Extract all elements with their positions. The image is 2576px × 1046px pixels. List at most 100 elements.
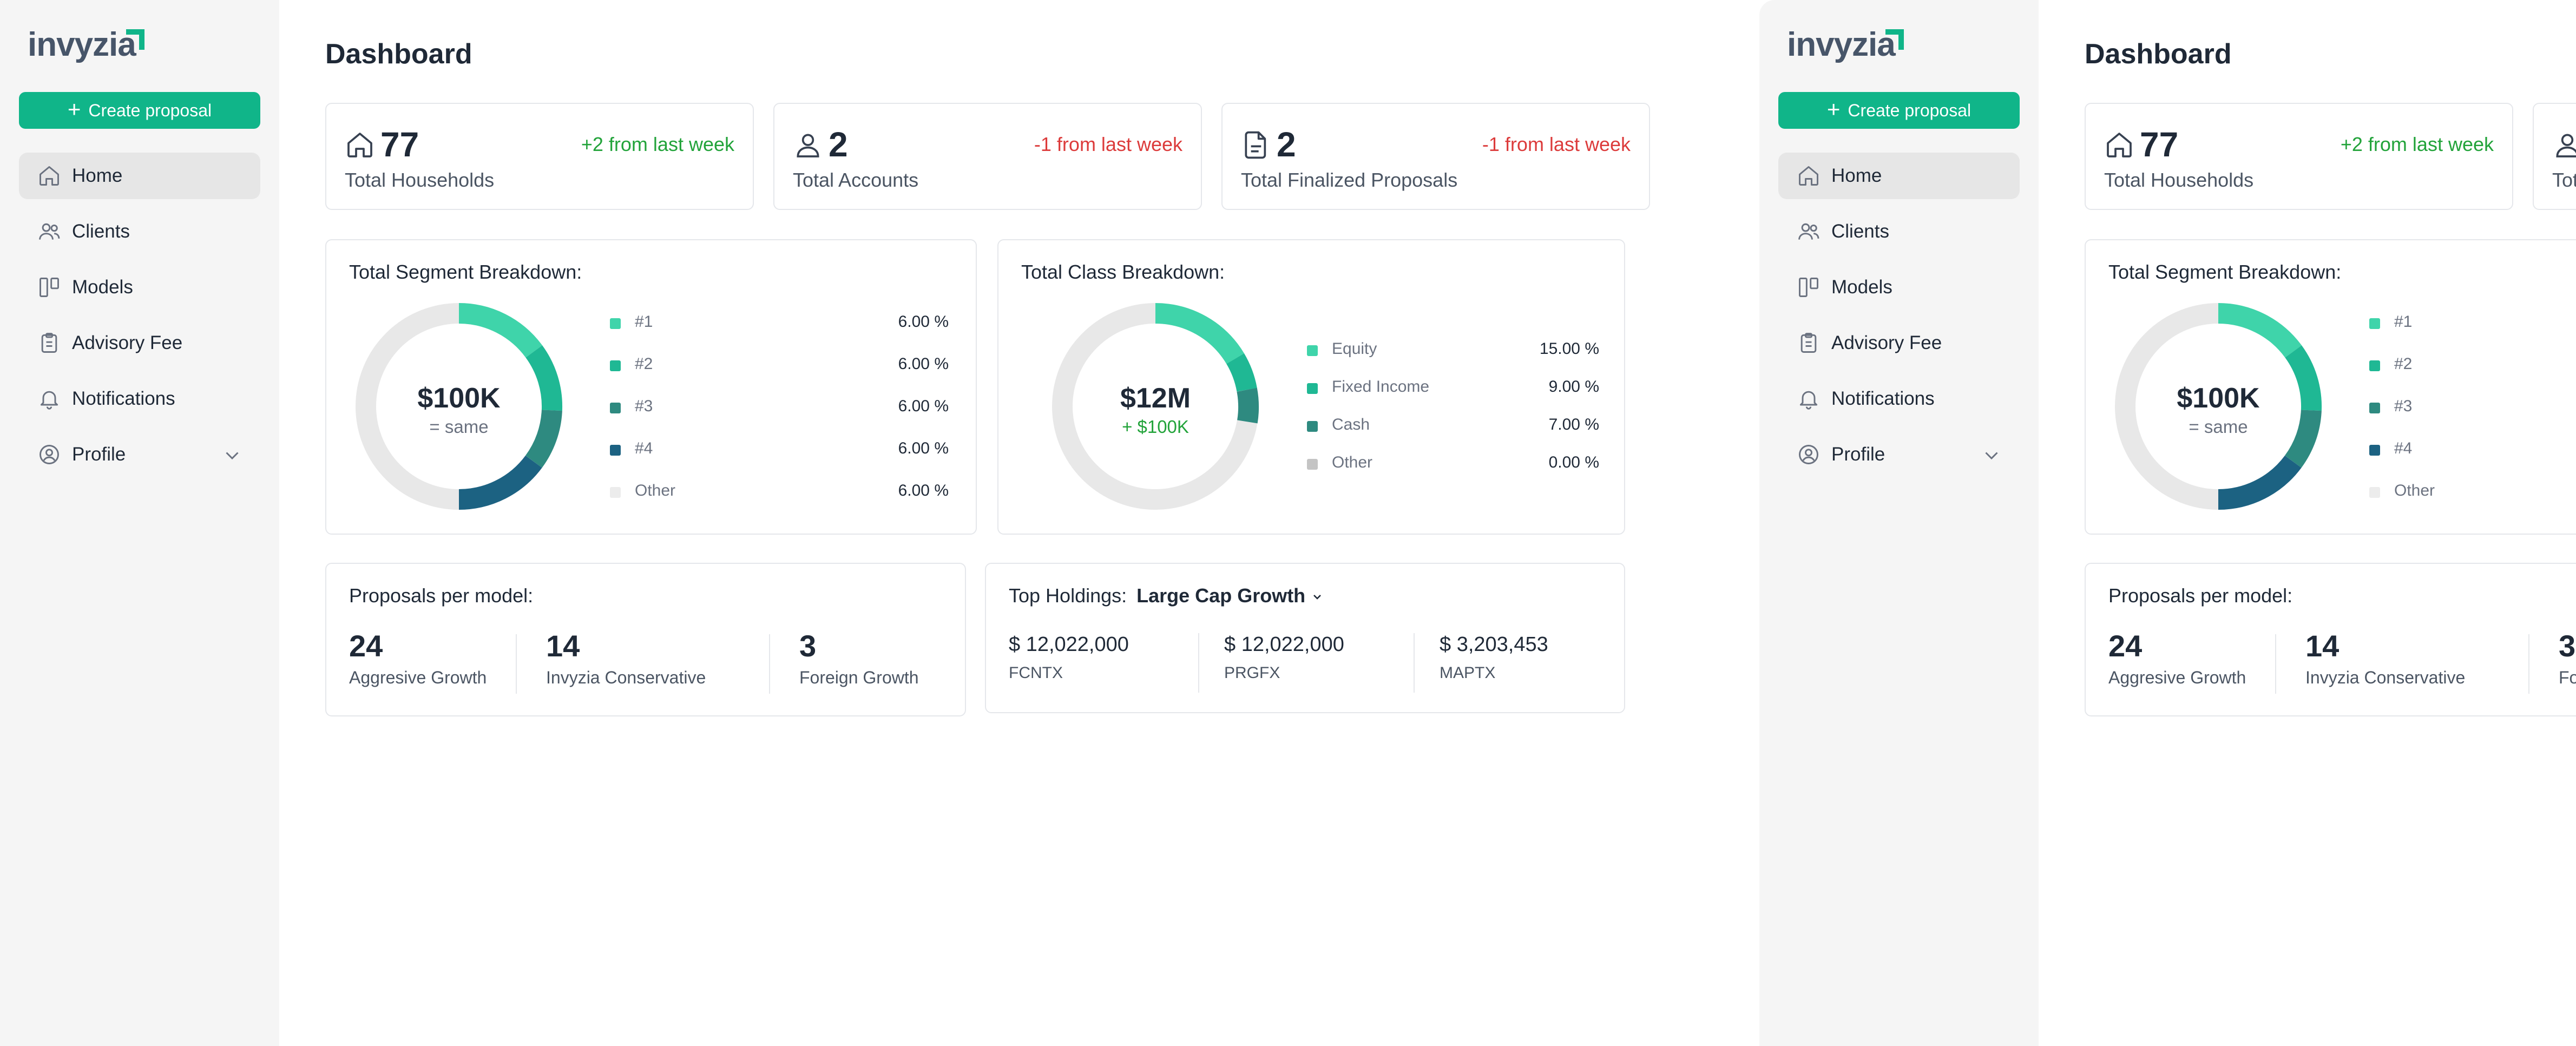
holding-symbol: FCNTX [1009, 664, 1063, 682]
clipboard-icon [1800, 333, 1817, 353]
chevron-down-icon[interactable] [222, 445, 242, 465]
sidebar-item-label: Advisory Fee [1831, 332, 1942, 353]
document-icon [1245, 131, 1266, 159]
main-content: Dashboard 77 Total Households +2 from la… [279, 0, 1743, 1046]
legend-item: Other [2369, 481, 2576, 502]
panel-title: Proposals per model: [349, 584, 534, 607]
logo[interactable]: invyzia [28, 27, 147, 63]
stat-card-accounts: 2 Total Accounts -1 from last week [2533, 103, 2576, 210]
sidebar-item-label: Profile [72, 444, 126, 465]
main-content: Dashboard 77 Total Households +2 from la… [2039, 0, 2576, 1046]
legend-value: 6.00 % [898, 482, 949, 499]
stat-value: 77 [380, 125, 419, 164]
legend-label: #3 [635, 397, 653, 415]
legend-value: 15.00 % [1539, 340, 1599, 358]
legend-value: 0.00 % [1548, 453, 1599, 471]
models-icon [40, 278, 59, 297]
model-count: 24 [2108, 629, 2143, 663]
home-icon [1799, 166, 1818, 186]
segment-arc-4 [458, 455, 542, 510]
sidebar: invyzia + Create proposal Home Clients M… [1759, 0, 2039, 1046]
legend-item: Equity 15.00 % [1307, 339, 1599, 360]
logo-flag-icon [126, 29, 144, 50]
legend-item: #4 [2369, 438, 2576, 460]
legend-label: Other [1332, 453, 1373, 471]
stat-card-households: 77 Total Households +2 from last week [2085, 103, 2513, 210]
legend-value: 6.00 % [898, 439, 949, 457]
holding-item: $ 12,022,000 PRGFX [1224, 633, 1344, 682]
class-arc-cash [1237, 387, 1259, 424]
legend-value: 9.00 % [1548, 378, 1599, 396]
plus-icon: + [67, 96, 81, 122]
donut-center-value: $12M [1120, 383, 1191, 414]
create-proposal-button[interactable]: + Create proposal [19, 92, 260, 129]
model-stat: 3 Foreign Growth [799, 629, 919, 694]
sidebar-item-advisory-fee[interactable]: Advisory Fee [1778, 320, 2020, 366]
legend-label: #3 [2394, 397, 2413, 415]
holding-symbol: MAPTX [1440, 664, 1496, 682]
segment-arc-3 [2284, 409, 2322, 468]
stat-label: Total Accounts [2552, 169, 2576, 191]
divider [2275, 634, 2276, 694]
legend-item: Fixed Income 9.00 % [1307, 377, 1599, 398]
sidebar-item-clients[interactable]: Clients [1778, 208, 2020, 255]
holdings-model-select[interactable]: Large Cap Growth [1136, 584, 1324, 607]
divider [1414, 633, 1415, 693]
sidebar-item-home[interactable]: Home [1778, 153, 2020, 199]
segment-arc-3 [525, 409, 562, 468]
sidebar-item-label: Clients [72, 221, 130, 242]
donut-center-change: + $100K [1122, 417, 1189, 437]
create-proposal-label: Create proposal [1848, 100, 1972, 120]
legend-swatch [610, 445, 621, 456]
sidebar-item-notifications[interactable]: Notifications [1778, 376, 2020, 422]
class-arc-fixed-income [1226, 353, 1257, 392]
model-stat: 24 Aggresive Growth [2108, 629, 2246, 694]
legend-swatch [610, 360, 621, 371]
sidebar-item-models[interactable]: Models [1778, 264, 2020, 311]
sidebar-item-advisory-fee[interactable]: Advisory Fee [19, 320, 260, 366]
model-name: Foreign Growth [2559, 668, 2576, 687]
panel-title: Total Segment Breakdown: [2108, 261, 2342, 283]
legend-label: Other [635, 482, 676, 499]
legend-value: 7.00 % [1548, 416, 1599, 433]
sidebar-item-home[interactable]: Home [19, 153, 260, 199]
donut-center-value: $100K [417, 383, 501, 414]
donut-center-value: $100K [2177, 383, 2260, 414]
create-proposal-label: Create proposal [88, 100, 212, 120]
sidebar-item-label: Notifications [1831, 388, 1935, 409]
legend-label: Other [2394, 482, 2435, 499]
holding-item: $ 3,203,453 MAPTX [1440, 633, 1548, 682]
sidebar-item-models[interactable]: Models [19, 264, 260, 311]
legend-item: Other 0.00 % [1307, 452, 1599, 474]
logo-text: invyzia [28, 26, 136, 63]
panel-title: Proposals per model: [2108, 584, 2293, 607]
segment-arc-1 [2218, 303, 2302, 358]
top-holdings-header: Top Holdings: Large Cap Growth [1009, 584, 1324, 607]
stat-value: 2 [829, 125, 848, 164]
sidebar-item-profile[interactable]: Profile [1778, 431, 2020, 478]
home-icon [2107, 133, 2132, 157]
plus-icon: + [1826, 96, 1841, 122]
legend-swatch [610, 318, 621, 329]
user-circle-icon [1799, 445, 1818, 464]
sidebar-item-profile[interactable]: Profile [19, 431, 260, 478]
sidebar-item-notifications[interactable]: Notifications [19, 376, 260, 422]
logo-text: invyzia [1787, 26, 1896, 63]
chevron-down-icon[interactable] [1982, 445, 2001, 465]
logo[interactable]: invyzia [1787, 27, 1906, 63]
sidebar-item-clients[interactable]: Clients [19, 208, 260, 255]
stat-delta: -1 from last week [1482, 133, 1631, 155]
legend-swatch [2369, 318, 2380, 329]
bell-icon [40, 391, 58, 410]
panel-title: Total Class Breakdown: [1021, 261, 1225, 283]
sidebar-item-label: Advisory Fee [72, 332, 183, 353]
create-proposal-button[interactable]: + Create proposal [1778, 92, 2020, 129]
proposals-per-model-panel: Proposals per model: 24 Aggresive Growth… [2085, 563, 2576, 716]
divider [769, 634, 770, 694]
model-stat: 3 Foreign Growth [2559, 629, 2576, 694]
stat-label: Total Households [2104, 169, 2254, 191]
sidebar-item-label: Home [72, 165, 123, 186]
legend-label: Cash [1332, 416, 1370, 433]
model-name: Aggresive Growth [2108, 668, 2246, 687]
holding-item: $ 12,022,000 FCNTX [1009, 633, 1129, 682]
